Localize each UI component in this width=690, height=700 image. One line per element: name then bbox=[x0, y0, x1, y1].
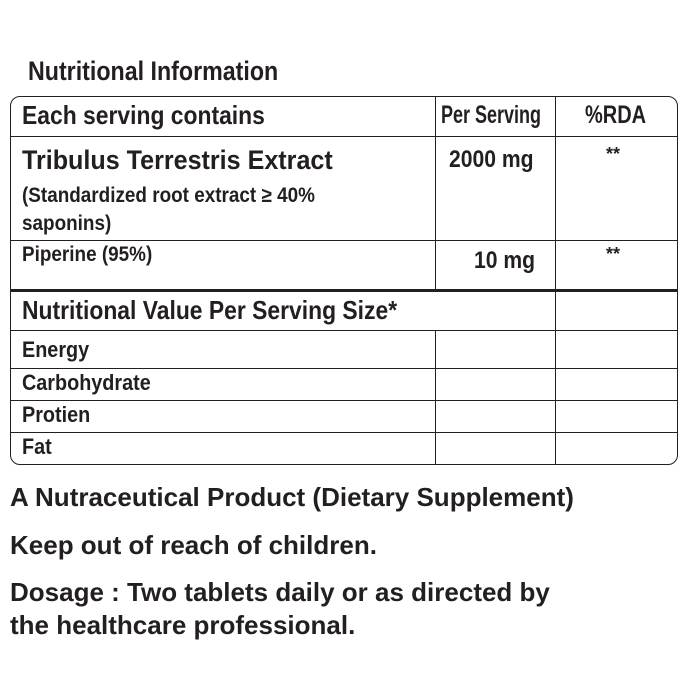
nutrition-header: Nutritional Value Per Serving Size* bbox=[22, 295, 398, 325]
divider bbox=[10, 400, 678, 401]
product-type: A Nutraceutical Product (Dietary Supplem… bbox=[10, 482, 574, 512]
ingredient-detail: saponins) bbox=[22, 212, 112, 235]
divider bbox=[10, 240, 678, 241]
divider bbox=[10, 368, 678, 369]
divider bbox=[10, 432, 678, 433]
nutrition-row-energy: Energy bbox=[22, 337, 90, 362]
nutrition-row-protein: Protien bbox=[22, 402, 91, 427]
per-serving-value: 2000 mg bbox=[449, 146, 534, 173]
header-per-serving: Per Serving bbox=[441, 101, 542, 129]
divider bbox=[435, 330, 436, 465]
divider bbox=[435, 96, 436, 290]
divider bbox=[555, 96, 556, 465]
dosage-text: Dosage : Two tablets daily or as directe… bbox=[10, 577, 550, 607]
dosage-text-cont: the healthcare professional. bbox=[10, 610, 356, 640]
rda-value: ** bbox=[606, 244, 621, 264]
ingredient-name: Tribulus Terrestris Extract bbox=[22, 145, 333, 175]
header-ingredient: Each serving contains bbox=[22, 100, 265, 130]
divider bbox=[10, 330, 678, 331]
nutrition-row-fat: Fat bbox=[22, 434, 52, 459]
ingredient-name: Piperine (95%) bbox=[22, 243, 153, 266]
divider bbox=[10, 136, 678, 137]
nutrition-table bbox=[10, 96, 678, 465]
page-title: Nutritional Information bbox=[28, 56, 279, 86]
header-rda: %RDA bbox=[585, 101, 647, 129]
per-serving-value: 10 mg bbox=[474, 247, 536, 274]
divider bbox=[10, 289, 678, 292]
ingredient-detail: (Standardized root extract ≥ 40% bbox=[22, 184, 315, 207]
rda-value: ** bbox=[606, 144, 621, 164]
nutrition-row-carbohydrate: Carbohydrate bbox=[22, 370, 151, 395]
warning-text: Keep out of reach of children. bbox=[10, 530, 377, 560]
